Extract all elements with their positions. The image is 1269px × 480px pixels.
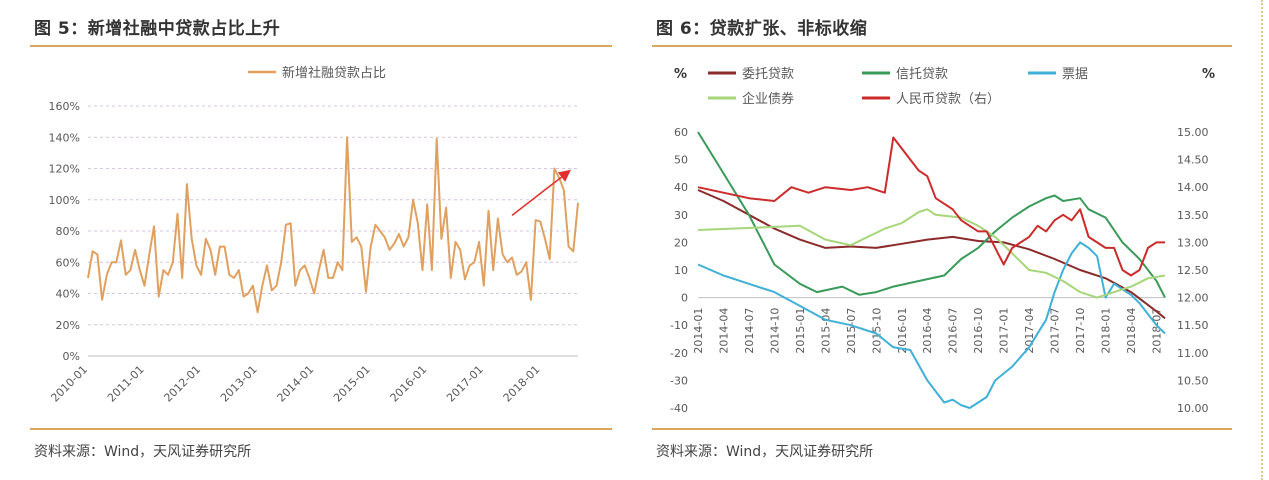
y-left-tick-label: 40 [674, 181, 688, 194]
x-tick-label: 2016-01 [896, 308, 909, 354]
page-dotted-border [1261, 0, 1263, 480]
y-right-tick-label: 11.50 [1177, 319, 1209, 332]
figure-6-title: 图 6：贷款扩张、非标收缩 [656, 19, 868, 39]
series-line-rmb-loans [697, 136, 1165, 277]
x-tick-label: 2015-10 [870, 308, 883, 354]
figure-6-chart: % % 60 50 40 30 20 10 0 -10 -20 -30 -40 15.00 14.50 14.… [670, 67, 1215, 415]
y-left-tick-label: -40 [670, 402, 688, 415]
figure-6-title-rule [652, 45, 1232, 47]
y-right-tick-label: 13.50 [1177, 209, 1209, 222]
x-tick-label: 2017-01 [998, 308, 1011, 354]
y-tick-label: 80% [56, 225, 80, 238]
left-axis-unit: % [674, 67, 687, 82]
x-tick-label: 2011-01 [105, 363, 147, 405]
x-tick-label: 2014-04 [717, 308, 730, 354]
y-left-tick-label: -20 [670, 347, 688, 360]
y-tick-label: 140% [49, 131, 80, 144]
x-tick-label: 2013-01 [218, 363, 260, 405]
x-tick-label: 2018-07 [1151, 308, 1164, 354]
y-tick-label: 160% [49, 100, 80, 113]
y-left-tick-label: 30 [674, 209, 688, 222]
x-tick-label: 2017-10 [1074, 308, 1087, 354]
figure-6-panel: 图 6：贷款扩张、非标收缩 %% 60 50 40 30 20 10 0 -10 -20 -30 -4… [630, 0, 1240, 480]
y-left-tick-label: -10 [670, 319, 688, 332]
y-right-tick-label: 10.00 [1177, 402, 1209, 415]
x-tick-label: 2014-01 [275, 363, 317, 405]
y-tick-label: 20% [56, 319, 80, 332]
y-left-tick-label: -30 [670, 374, 688, 387]
x-tick-label: 2018-01 [501, 363, 543, 405]
x-tick-label: 2012-01 [162, 363, 204, 405]
y-left-tick-label: 50 [674, 154, 688, 167]
y-right-tick-label: 11.00 [1177, 347, 1209, 360]
x-tick-label: 2014-07 [743, 308, 756, 354]
legend-label: 委托贷款 [742, 67, 794, 82]
y-tick-label: 100% [49, 194, 80, 207]
legend-label: 新增社融贷款占比 [282, 65, 386, 81]
y-left-tick-label: 20 [674, 236, 688, 249]
y-left-tick-label: 60 [674, 126, 688, 139]
y-right-tick-label: 10.50 [1177, 374, 1209, 387]
y-tick-label: 0% [63, 350, 80, 363]
x-tick-label: 2015-04 [819, 308, 832, 354]
x-tick-label: 2015-07 [845, 308, 858, 354]
x-tick-label: 2016-07 [947, 308, 960, 354]
right-axis-unit: % [1202, 67, 1215, 82]
x-tick-label: 2014-10 [768, 308, 781, 354]
figure-6-source: 资料来源：Wind，天风证券研究所 [656, 444, 874, 460]
figure-5-title-rule [30, 45, 612, 47]
y-left-tick-label: 0 [681, 292, 688, 305]
x-tick-label: 2016-04 [921, 308, 934, 354]
series-line-bills [697, 241, 1166, 409]
legend-label: 企业债券 [742, 91, 794, 107]
legend-label: 票据 [1062, 67, 1088, 82]
trend-arrow [511, 169, 571, 216]
y-right-tick-label: 14.00 [1177, 181, 1209, 194]
x-tick-label: 2015-01 [794, 308, 807, 354]
figure-5-chart: 0% 20% 40% 60% 80% 100% 120% 140% 160% 2010-01 201… [48, 65, 579, 405]
y-right-tick-label: 12.00 [1177, 292, 1209, 305]
x-tick-label: 2017-07 [1049, 308, 1062, 354]
y-right-tick-label: 15.00 [1177, 126, 1209, 139]
legend-label: 信托贷款 [896, 67, 948, 82]
y-tick-label: 120% [49, 163, 80, 176]
legend-label: 人民币贷款（右） [896, 92, 1000, 107]
series-line-new-social-financing-loan-share [87, 136, 579, 314]
x-tick-label: 2018-01 [1100, 308, 1113, 354]
x-tick-label: 2015-01 [331, 363, 373, 405]
x-tick-label: 2010-01 [48, 363, 90, 405]
x-tick-label: 2016-01 [388, 363, 430, 405]
y-right-tick-label: 12.50 [1177, 264, 1209, 277]
x-tick-label: 2017-01 [444, 363, 486, 405]
y-right-tick-label: 13.00 [1177, 236, 1209, 249]
figure-5-source-rule [30, 428, 612, 430]
figure-6-source-rule [652, 428, 1232, 430]
figure-5-title: 图 5：新增社融中贷款占比上升 [34, 19, 281, 39]
series-line-corporate-bonds [697, 208, 1166, 299]
y-tick-label: 40% [56, 288, 80, 301]
y-tick-label: 60% [56, 256, 80, 269]
y-left-tick-label: 10 [674, 264, 688, 277]
x-tick-label: 2018-04 [1125, 308, 1138, 354]
figure-5-panel: 图 5：新增社融中贷款占比上升 0% 20% 40% 60% 80% 100% 120% 14… [0, 0, 620, 480]
y-right-tick-label: 14.50 [1177, 154, 1209, 167]
series-line-trust-loans [697, 131, 1166, 299]
x-tick-label: 2014-01 [692, 308, 705, 354]
figure-5-source: 资料来源：Wind，天风证券研究所 [34, 444, 252, 460]
x-tick-label: 2016-10 [972, 308, 985, 354]
